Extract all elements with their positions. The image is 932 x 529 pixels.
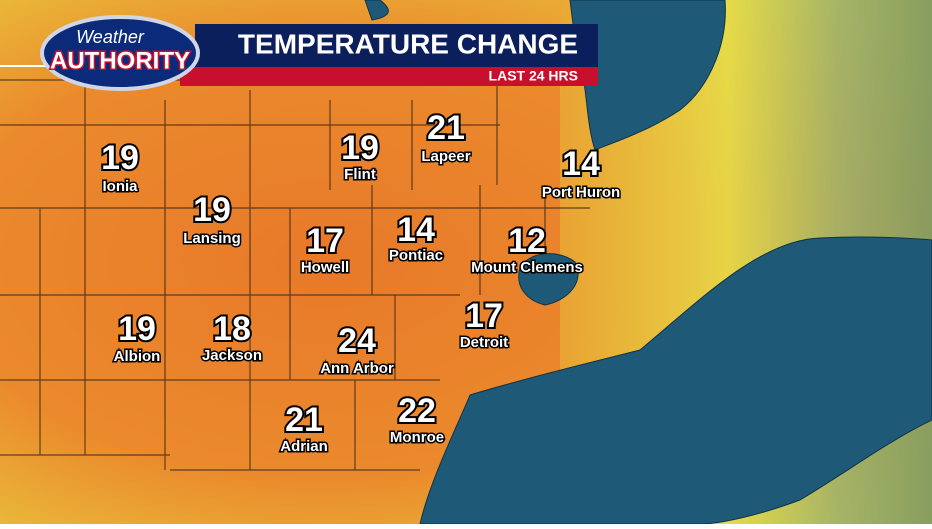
title: TEMPERATURE CHANGE bbox=[238, 28, 578, 59]
city-value: 19 bbox=[101, 139, 139, 177]
city-value: 18 bbox=[213, 310, 251, 348]
city-value: 19 bbox=[193, 191, 231, 229]
city-value: 17 bbox=[465, 297, 503, 335]
city-name: Ann Arbor bbox=[320, 360, 394, 377]
city-value: 12 bbox=[508, 222, 546, 260]
city-value: 19 bbox=[341, 129, 379, 167]
city-name: Monroe bbox=[390, 429, 444, 446]
city-name: Mount Clemens bbox=[471, 259, 583, 276]
city-name: Albion bbox=[114, 348, 161, 365]
city-name: Detroit bbox=[460, 334, 508, 351]
logo bbox=[40, 15, 200, 91]
city-value: 14 bbox=[562, 145, 600, 183]
city-value: 19 bbox=[118, 310, 156, 348]
subtitle: LAST 24 HRS bbox=[489, 68, 578, 84]
city-name: Port Huron bbox=[542, 184, 620, 201]
city-value: 22 bbox=[398, 392, 436, 430]
logo-bottom: AUTHORITY bbox=[50, 47, 190, 74]
lakes bbox=[364, 0, 932, 525]
logo-top: Weather bbox=[76, 27, 145, 47]
city-name: Lapeer bbox=[421, 148, 470, 165]
city-name: Howell bbox=[301, 259, 349, 276]
city-name: Jackson bbox=[202, 347, 262, 364]
city-name: Adrian bbox=[280, 438, 328, 455]
city-value: 17 bbox=[306, 222, 344, 260]
city-value: 21 bbox=[427, 109, 465, 147]
city-name: Ionia bbox=[102, 178, 138, 195]
city-value: 14 bbox=[397, 211, 435, 249]
title-bar bbox=[195, 24, 598, 67]
city-value: 24 bbox=[338, 322, 376, 360]
city-value: 21 bbox=[285, 401, 323, 439]
subtitle-bar bbox=[180, 67, 598, 86]
city-name: Lansing bbox=[183, 230, 241, 247]
city-name: Flint bbox=[344, 166, 376, 183]
city-name: Pontiac bbox=[389, 247, 443, 264]
